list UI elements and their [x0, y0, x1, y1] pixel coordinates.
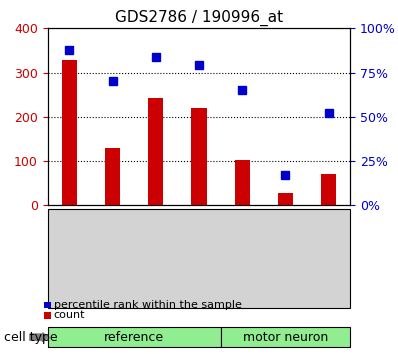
Bar	[44, 302, 51, 308]
Text: percentile rank within the sample: percentile rank within the sample	[54, 300, 242, 310]
Bar	[220, 327, 350, 347]
Text: count: count	[54, 310, 85, 320]
Bar	[191, 108, 207, 205]
Text: reference: reference	[104, 331, 164, 344]
Bar	[48, 327, 220, 347]
Bar	[148, 98, 163, 205]
Bar	[44, 312, 51, 319]
Text: cell type: cell type	[4, 331, 58, 344]
Text: motor neuron: motor neuron	[243, 331, 328, 344]
Bar	[321, 175, 336, 205]
Title: GDS2786 / 190996_at: GDS2786 / 190996_at	[115, 9, 283, 25]
FancyArrow shape	[30, 333, 49, 342]
Bar	[105, 148, 120, 205]
Bar	[62, 60, 77, 205]
Bar	[48, 209, 350, 308]
Bar	[235, 160, 250, 205]
Bar	[278, 193, 293, 205]
